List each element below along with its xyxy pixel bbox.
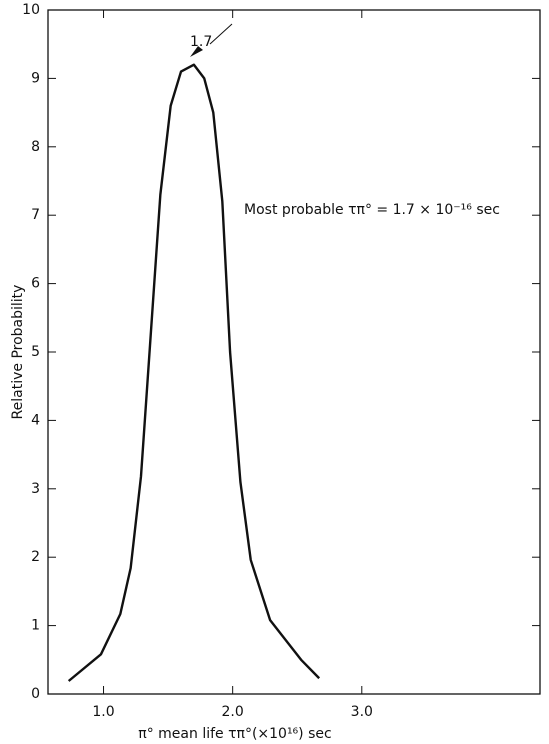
annotation-arrow <box>209 23 233 45</box>
y-tick-label: 6 <box>31 276 40 292</box>
y-tick-label: 7 <box>31 207 40 223</box>
y-tick-label: 8 <box>31 139 40 155</box>
x-axis-label: π° mean life τπ°(×10¹⁶) sec <box>138 726 331 742</box>
y-tick-label: 4 <box>31 412 40 428</box>
x-tick-label: 2.0 <box>222 704 244 720</box>
x-tick-label: 1.0 <box>92 704 114 720</box>
arrow-head <box>190 46 203 57</box>
y-tick-label: 0 <box>31 686 40 702</box>
y-tick-label: 9 <box>31 70 40 86</box>
y-tick-label: 5 <box>31 344 40 360</box>
y-tick-label: 10 <box>22 2 40 18</box>
y-axis-label: Relative Probability <box>10 285 26 420</box>
y-tick-label: 1 <box>31 618 40 634</box>
data-line <box>67 63 321 682</box>
result-annotation: Most probable τπ° = 1.7 × 10⁻¹⁶ sec <box>244 202 500 218</box>
plot-frame <box>47 9 541 695</box>
x-tick-label: 3.0 <box>351 704 373 720</box>
y-tick-label: 2 <box>31 549 40 565</box>
peak-annotation: 1.7 <box>190 34 212 50</box>
y-tick-label: 3 <box>31 481 40 497</box>
